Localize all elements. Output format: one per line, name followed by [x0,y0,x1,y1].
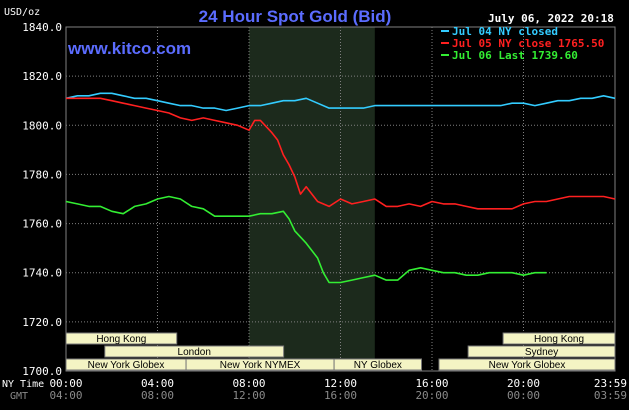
session-layer: Hong Kong London New York Globex New York N… [65,332,616,371]
legend-label: Jul 05 NY close 1765.50 [452,37,604,50]
tick-layer: 1840.0 1820.0 1800.0 1780.0 1760.0 1740.0 1720… [22,21,627,402]
session-box [502,332,616,345]
y-tick-label: 1700.0 [22,365,62,378]
y-tick-label: 1740.0 [22,267,62,280]
chart-title: 24 Hour Spot Gold (Bid) [199,7,392,26]
x-tick-label-gmt: 04:00 [49,389,82,402]
series-line-1 [65,92,616,112]
series-line-2 [66,97,616,210]
session-label: New York Globex [489,360,566,371]
session-box [467,345,616,358]
x-tick-label-ny: 08:00 [232,377,265,390]
x-tick-label-ny: 04:00 [141,377,174,390]
y-tick-label: 1800.0 [22,119,62,132]
x-axis-label-gmt: GMT [10,391,28,402]
trading-hours-shade [249,27,375,371]
timestamp: July 06, 2022 20:18 [488,12,614,25]
session-box [104,345,285,358]
x-tick-label-gmt: 16:00 [324,389,357,402]
session-box [65,332,178,345]
x-tick-label-gmt: 08:00 [141,389,174,402]
x-tick-label-gmt: 00:00 [507,389,540,402]
y-tick-label: 1820.0 [22,70,62,83]
x-tick-label-ny: 23:59 [594,377,627,390]
x-tick-label-gmt: 03:59 [594,389,627,402]
legend-label: Jul 06 Last 1739.60 [452,49,578,62]
x-tick-label-ny: 20:00 [507,377,540,390]
session-box [438,358,616,371]
legend-label: Jul 04 NY closed [452,25,558,38]
shade-layer [249,27,375,371]
y-tick-label: 1840.0 [22,21,62,34]
x-tick-label-gmt: 12:00 [232,389,265,402]
x-axis-label-ny: NY Time [2,379,44,390]
series-layer [65,92,616,284]
session-label: Hong Kong [96,334,146,345]
x-tick-label-ny: 16:00 [415,377,448,390]
session-label: New York NYMEX [220,360,301,371]
y-tick-label: 1760.0 [22,218,62,231]
session-label: Sydney [525,347,558,358]
x-tick-label-ny: 12:00 [324,377,357,390]
watermark-url: www.kitco.com [67,39,191,58]
x-tick-label-gmt: 20:00 [415,389,448,402]
session-label: London [178,347,211,358]
y-axis-unit: USD/oz [4,7,40,18]
session-label: New York Globex [88,360,165,371]
y-tick-label: 1720.0 [22,316,62,329]
session-label: Hong Kong [534,334,584,345]
series-line-3 [65,195,547,284]
session-box [333,358,423,371]
x-tick-label-ny: 00:00 [49,377,82,390]
session-label: NY Globex [354,360,402,371]
y-tick-label: 1780.0 [22,168,62,181]
